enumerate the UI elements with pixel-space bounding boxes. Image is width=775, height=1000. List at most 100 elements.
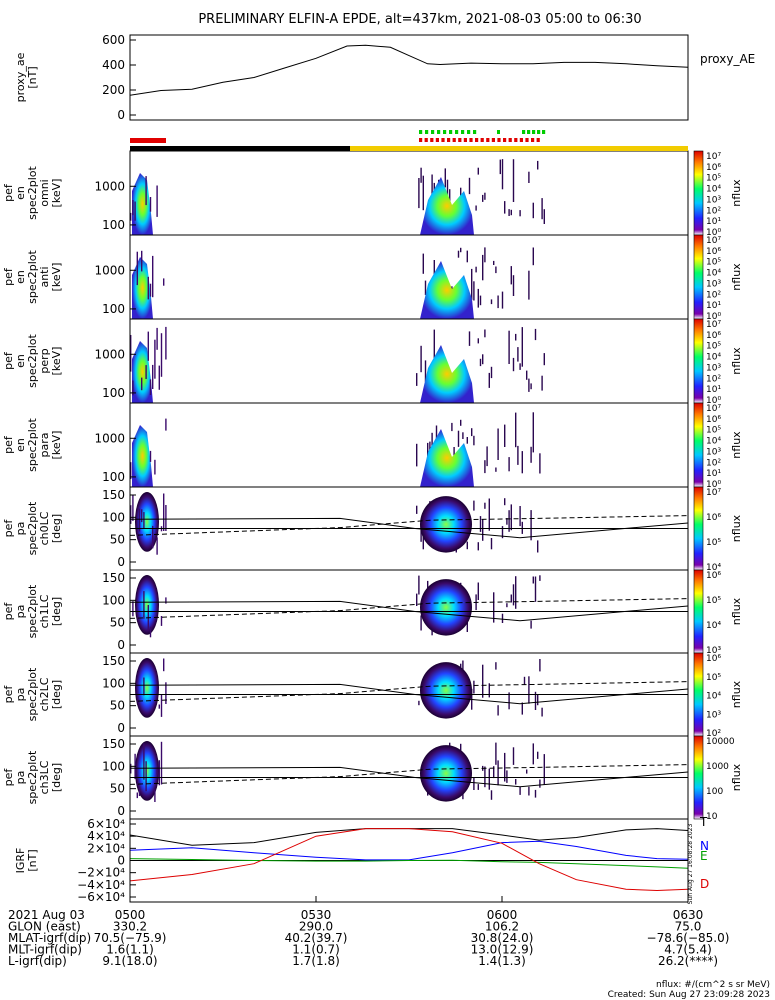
noise-streak (145, 176, 147, 206)
noise-streak (515, 412, 517, 448)
noise-streak (143, 591, 145, 619)
noise-streak (530, 446, 532, 463)
noise-streak (477, 167, 479, 175)
noise-streak (154, 339, 156, 379)
y-axis-label: ch0LC (38, 511, 51, 545)
pa-blob-left (135, 491, 159, 552)
noise-streak (477, 288, 479, 308)
colorbar-tick-label: 10⁴ (706, 437, 721, 447)
noise-streak (130, 335, 132, 372)
noise-streak (488, 683, 490, 698)
noise-streak (504, 498, 506, 506)
noise-streak (521, 521, 523, 534)
noise-streak (418, 575, 420, 595)
colorbar-tick-label: 10⁴ (706, 353, 721, 363)
noise-streak (431, 174, 433, 198)
status-bars (130, 130, 688, 151)
colorbar-label: nflux (730, 597, 743, 625)
y-axis-label: pef (2, 351, 15, 370)
colorbar (693, 486, 704, 571)
y-axis-label: ela (0, 769, 3, 786)
y-axis-label: [deg] (50, 597, 63, 626)
noise-streak (431, 432, 433, 452)
noise-streak (493, 766, 495, 779)
spectrogram-blob-right (420, 261, 474, 319)
x-row-value: 0500 (115, 908, 146, 922)
noise-streak (143, 512, 145, 529)
science-zone-tick (525, 138, 529, 142)
noise-streak (424, 280, 427, 295)
y-tick-label: 2×10⁴ (87, 841, 125, 855)
noise-streak (512, 747, 515, 765)
science-zone-tick (514, 138, 518, 142)
y-tick-label: 1000 (94, 263, 125, 277)
spin-tick (467, 130, 471, 134)
x-row-value: 330.2 (113, 920, 147, 934)
y-axis-label: perp (38, 348, 51, 373)
y-tick-label: 100 (102, 510, 125, 524)
y-axis-label: pef (2, 768, 15, 787)
legend-entry: proxy_AE (700, 52, 755, 66)
noise-streak (460, 247, 462, 253)
noise-streak (433, 182, 435, 193)
noise-streak (138, 786, 141, 796)
y-tick-label: 0 (117, 721, 125, 735)
y-tick-label: 50 (110, 782, 125, 796)
footnote-created: Created: Sun Aug 27 23:09:28 2023 (608, 990, 770, 1000)
noise-streak (534, 328, 537, 341)
colorbar-tick-label: 10³ (706, 646, 721, 656)
noise-streak (420, 167, 422, 183)
noise-streak (143, 743, 145, 780)
panel-plot-area (132, 247, 534, 319)
noise-streak (501, 291, 504, 309)
science-zone-tick (503, 138, 507, 142)
science-zone-tick (508, 138, 512, 142)
x-row-value: 290.0 (299, 920, 333, 934)
y-tick-label: 1000 (94, 347, 125, 361)
noise-streak (497, 295, 499, 309)
noise-streak (158, 365, 160, 390)
noise-streak (149, 626, 152, 638)
panel-plot-area (130, 159, 545, 235)
noise-streak (422, 253, 424, 274)
igrf-line-T (130, 828, 688, 846)
y-axis-label: omni (38, 179, 51, 206)
noise-streak (477, 338, 479, 344)
colorbar (693, 402, 704, 488)
panel-ch1LC: 150 100 50 0 ela pef pa spec2plot ch1LC [deg] 10⁶ 1… (0, 569, 743, 656)
noise-streak (493, 260, 495, 265)
spectrogram-blob-right (420, 429, 474, 487)
colorbar-tick-label: 1000 (706, 762, 729, 772)
noise-streak (530, 620, 532, 629)
noise-streak (530, 383, 532, 390)
x-row-label: GLON (east) (8, 920, 81, 934)
panel-frame (129, 234, 689, 320)
x-row-value: 75.0 (675, 920, 702, 934)
y-axis-label: spec2plot (26, 334, 39, 388)
colorbar-tick-label: 10³ (706, 279, 721, 289)
spin-tick (537, 130, 541, 134)
noise-streak (528, 786, 530, 796)
y-axis-label: pef (2, 519, 15, 538)
noise-streak (510, 266, 512, 285)
igrf-line-N (130, 840, 688, 861)
y-tick-label: −6×10⁴ (77, 890, 125, 904)
noise-streak (156, 327, 158, 350)
x-axis-annotation: 2021 Aug 03 0500 0530 0600 0630 GLON (east) 33… (8, 896, 729, 968)
anti-loss-cone-line (130, 764, 688, 785)
y-axis-label: spec2plot (26, 501, 39, 555)
noise-streak (490, 299, 493, 305)
y-axis-label: en (14, 438, 27, 452)
noise-streak (508, 510, 510, 532)
colorbar-tick-label: 10² (706, 458, 721, 468)
noise-streak (468, 177, 471, 195)
noise-streak (130, 505, 132, 524)
y-tick-label: 400 (102, 58, 125, 72)
noise-streak (160, 333, 163, 377)
x-row-value: 9.1(18.0) (102, 954, 157, 968)
science-zone-tick (486, 138, 490, 142)
noise-streak (512, 357, 515, 372)
noise-streak (433, 329, 435, 359)
y-axis-label: ch3LC (38, 760, 51, 794)
